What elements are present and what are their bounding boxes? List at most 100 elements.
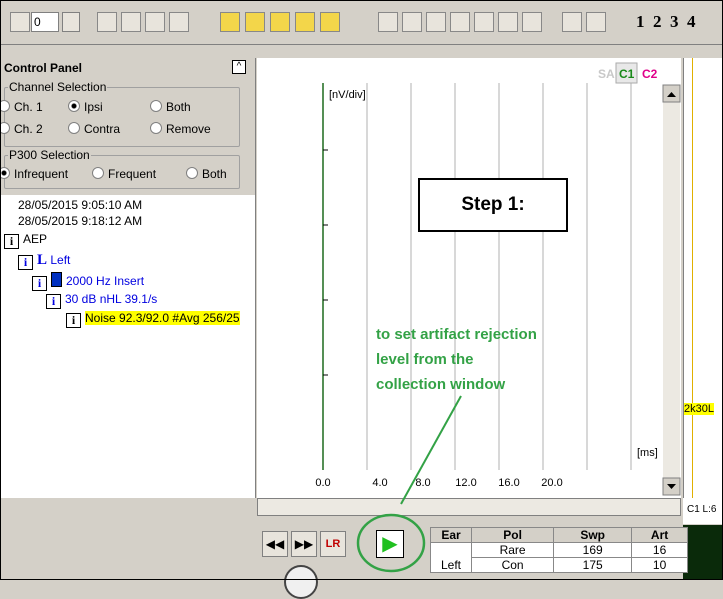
plot-bg	[257, 58, 681, 498]
h-scrollbar[interactable]	[257, 498, 681, 516]
tool-icon[interactable]	[426, 12, 446, 32]
x-tick-label: 16.0	[498, 477, 519, 489]
cell: Left	[430, 557, 472, 573]
radio[interactable]: Remove	[150, 122, 211, 136]
collapse-button[interactable]: ^	[232, 60, 246, 74]
tree-item[interactable]: 28/05/2015 9:05:10 AM	[18, 198, 143, 212]
page-number[interactable]: 4	[687, 12, 696, 31]
right-panel: 2k30L	[683, 58, 723, 498]
forward-button[interactable]: ▶▶	[291, 531, 317, 557]
tree-item[interactable]: i 2000 Hz Insert	[32, 272, 144, 291]
tree-text: AEP	[23, 232, 48, 246]
tool-icon[interactable]	[474, 12, 494, 32]
tool-icon[interactable]	[121, 12, 141, 32]
mini-view	[683, 525, 723, 580]
x-tick-label: 4.0	[372, 477, 387, 489]
tab[interactable]: SA	[598, 67, 615, 81]
tree-item[interactable]: i Noise 92.3/92.0 #Avg 256/25	[66, 311, 240, 328]
rewind-button[interactable]: ◀◀	[262, 531, 288, 557]
arrow	[667, 92, 676, 97]
play-button[interactable]: ▶	[376, 530, 404, 558]
step-box: Step 1:	[418, 178, 568, 232]
tree-item[interactable]: i 30 dB nHL 39.1/s	[46, 292, 157, 309]
tool-icon[interactable]	[586, 12, 606, 32]
tree-text: Left	[50, 253, 71, 267]
page-numbers: 1 2 3 4	[636, 12, 696, 32]
curve-label: 2k30L	[684, 403, 714, 415]
x-tick-label: 12.0	[455, 477, 476, 489]
tool-icon[interactable]	[378, 12, 398, 32]
cell: 16	[631, 542, 688, 558]
page-number[interactable]: 1	[636, 12, 645, 31]
dial[interactable]	[284, 565, 318, 599]
cell	[430, 542, 472, 558]
tool-icon[interactable]	[450, 12, 470, 32]
cell: Con	[470, 557, 555, 573]
annotation-line: level from the	[376, 351, 474, 368]
page-number[interactable]: 3	[670, 12, 679, 31]
tool-icon[interactable]	[10, 12, 30, 32]
arrow	[667, 484, 676, 489]
x-tick-label: 0.0	[315, 477, 330, 489]
tool-icon[interactable]	[169, 12, 189, 32]
header-cell: Swp	[553, 527, 633, 543]
radio[interactable]: Frequent	[92, 167, 156, 181]
tool-icon[interactable]	[562, 12, 582, 32]
tab[interactable]: C1	[619, 67, 635, 81]
tool-icon[interactable]	[270, 12, 290, 32]
tool-icon[interactable]	[522, 12, 542, 32]
tree-item[interactable]: i AEP	[4, 232, 47, 249]
tree-text: Noise 92.3/92.0 #Avg 256/25	[85, 311, 240, 325]
group-label: P300 Selection	[8, 148, 91, 162]
annotation-text: to set artifact rejection level from the…	[376, 322, 537, 397]
x-tick-label: 20.0	[541, 477, 562, 489]
tree-view: 28/05/2015 9:05:10 AM 28/05/2015 9:18:12…	[0, 195, 255, 498]
combo-button[interactable]	[62, 12, 80, 32]
cell: Rare	[470, 542, 555, 558]
radio[interactable]: Infrequent	[0, 167, 68, 181]
tab[interactable]: C2	[642, 67, 658, 81]
tool-icon[interactable]	[97, 12, 117, 32]
cell: 169	[553, 542, 633, 558]
header-cell: Art	[631, 527, 688, 543]
radio[interactable]: Both	[186, 167, 227, 181]
tool-icon[interactable]	[220, 12, 240, 32]
tool-icon[interactable]	[295, 12, 315, 32]
channel-group	[4, 87, 240, 147]
header-row: Ear Pol Swp Art	[430, 527, 688, 543]
row: Left Con 175 10	[430, 557, 688, 573]
lr-button[interactable]: LR	[320, 531, 346, 557]
tree-item[interactable]: 28/05/2015 9:18:12 AM	[18, 214, 143, 228]
header-cell: Pol	[470, 527, 555, 543]
tool-icon[interactable]	[245, 12, 265, 32]
screen: 0 1 2 3 4 Control Panel ^ Channel Select…	[0, 0, 723, 580]
cell: 10	[631, 557, 688, 573]
tool-icon[interactable]	[402, 12, 422, 32]
radio[interactable]: Ch. 2	[0, 122, 43, 136]
group-label: Channel Selection	[8, 80, 108, 94]
page-number[interactable]: 2	[653, 12, 662, 31]
annotation-line: to set artifact rejection	[376, 326, 537, 343]
plot: [nV/div] [ms] 0.0 4.0 8.0 12.0 16.0 20.0…	[257, 58, 681, 498]
radio[interactable]: Both	[150, 100, 191, 114]
tool-icon[interactable]	[498, 12, 518, 32]
row: Rare 169 16	[430, 542, 688, 558]
tree-text: 30 dB nHL 39.1/s	[65, 292, 158, 306]
x-tick-label: 8.0	[415, 477, 430, 489]
stats-table: Ear Pol Swp Art Rare 169 16 Left Con 175…	[430, 527, 688, 573]
control-panel: Control Panel ^ Channel Selection Ch. 1 …	[0, 58, 256, 498]
radio[interactable]: Ch. 1	[0, 100, 43, 114]
tool-icon[interactable]	[320, 12, 340, 32]
tab-bg	[615, 62, 638, 84]
header-cell: Ear	[430, 527, 472, 543]
y-label: [nV/div]	[329, 89, 366, 101]
scrollbar[interactable]	[663, 85, 680, 495]
combo[interactable]: 0	[31, 12, 59, 32]
radio[interactable]: Ipsi	[68, 100, 103, 114]
radio[interactable]: Contra	[68, 122, 120, 136]
toolbar: 0 1 2 3 4	[0, 0, 723, 45]
panel-title: Control Panel	[4, 61, 83, 75]
tool-icon[interactable]	[145, 12, 165, 32]
x-label: [ms]	[637, 447, 658, 459]
